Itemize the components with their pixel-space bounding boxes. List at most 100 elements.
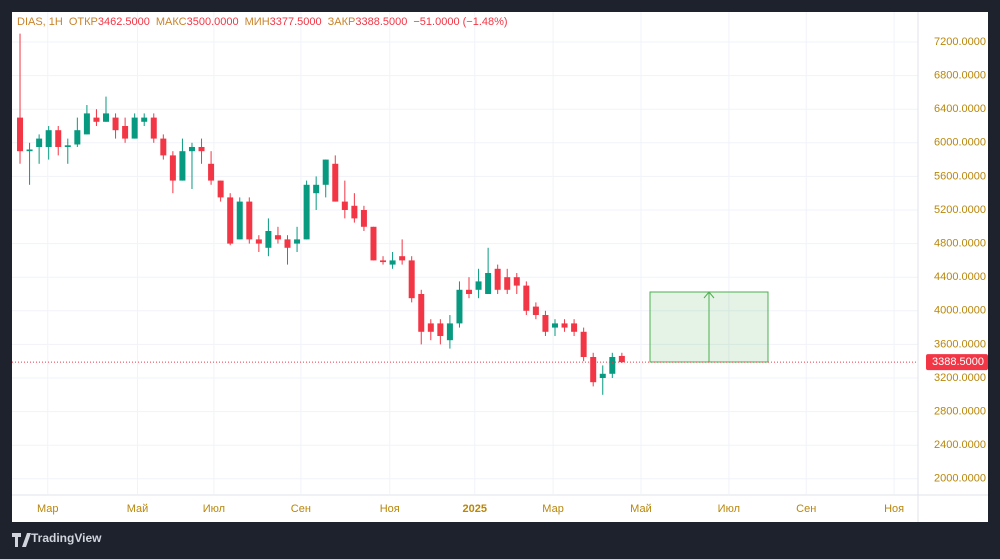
candle-body <box>389 260 396 265</box>
long-position-tool[interactable] <box>649 291 769 363</box>
header-high: 3500.0000 <box>187 16 239 28</box>
header-close-label: ЗАКР <box>328 16 356 28</box>
candle-body <box>284 239 291 248</box>
y-tick-label: 3200.0000 <box>934 372 986 384</box>
y-tick-label: 2400.0000 <box>934 439 986 451</box>
x-tick-label: 2025 <box>463 503 487 515</box>
x-tick-label: Июл <box>203 503 225 515</box>
y-tick-label: 6800.0000 <box>934 69 986 81</box>
y-tick-label: 2000.0000 <box>934 473 986 485</box>
candle-body <box>160 138 167 156</box>
y-tick-label: 4400.0000 <box>934 271 986 283</box>
candle-body <box>370 226 377 261</box>
candle-body <box>179 151 186 181</box>
candle-body <box>542 314 549 332</box>
candle-body <box>141 117 148 122</box>
candle-body <box>122 125 129 139</box>
candle-body <box>227 197 234 244</box>
header-text: DIAS, 1Н ОТКР3462.5000 МАКС3500.0000 МИН337… <box>17 16 508 28</box>
candle-body <box>571 323 578 332</box>
candle-body <box>265 230 272 248</box>
candle-body <box>399 256 406 261</box>
candle-body <box>418 293 425 332</box>
candle-body <box>17 117 24 152</box>
candle-body <box>485 272 492 294</box>
candle-body <box>217 180 224 198</box>
x-tick-label: Мар <box>542 503 564 515</box>
x-tick-label: Май <box>127 503 149 515</box>
candle-body <box>188 146 195 152</box>
candle-body <box>466 289 473 294</box>
candle-body <box>294 239 301 244</box>
chart-background <box>12 12 988 522</box>
candle-body <box>131 117 138 139</box>
candle-body <box>83 113 90 135</box>
candle-body <box>303 184 310 240</box>
candle-body <box>551 323 558 328</box>
candle-body <box>561 323 568 328</box>
candle-body <box>103 113 110 122</box>
candle-body <box>332 163 339 202</box>
candle-body <box>523 285 530 311</box>
candle-body <box>246 201 253 240</box>
header-low-label: МИН <box>245 16 270 28</box>
candle-body <box>380 260 387 263</box>
y-tick-label: 4000.0000 <box>934 305 986 317</box>
brand-name: TradingView <box>31 531 102 545</box>
candle-body <box>150 117 157 139</box>
header-symbol: DIAS, 1Н <box>17 16 63 28</box>
header-open: 3462.5000 <box>98 16 150 28</box>
candle-body <box>55 130 62 147</box>
brand: TradingView <box>12 531 102 547</box>
candle-body <box>313 184 320 194</box>
y-tick-label: 6000.0000 <box>934 137 986 149</box>
last-price-label: 3388.5000 <box>932 356 984 368</box>
candle-body <box>236 201 243 240</box>
candle-body <box>609 356 616 374</box>
arrow-head <box>703 291 715 299</box>
candle-body <box>351 205 358 219</box>
candle-body <box>456 289 463 324</box>
candle-body <box>475 281 482 290</box>
grid <box>12 12 918 494</box>
candle-body <box>93 117 100 122</box>
candle-body <box>36 138 43 147</box>
candle-body <box>580 331 587 357</box>
candle-body <box>427 323 434 332</box>
y-tick-label: 5200.0000 <box>934 204 986 216</box>
candle-body <box>26 149 33 152</box>
candle-body <box>64 145 71 147</box>
x-tick-label: Ноя <box>380 503 400 515</box>
candle-body <box>437 323 444 336</box>
candle-body <box>322 159 329 185</box>
candle-body <box>169 155 176 181</box>
x-tick-label: Ноя <box>884 503 904 515</box>
header-high-label: МАКС <box>156 16 187 28</box>
candle-body <box>45 130 52 147</box>
candle-body <box>513 277 520 286</box>
brand-logo <box>12 533 31 547</box>
y-tick-label: 5600.0000 <box>934 170 986 182</box>
candle-body <box>532 306 539 315</box>
candle-body <box>494 268 501 290</box>
candle-body <box>198 146 205 152</box>
y-tick-label: 7200.0000 <box>934 36 986 48</box>
header: DIAS, 1Н ОТКР3462.5000 МАКС3500.0000 МИН337… <box>17 16 508 28</box>
y-tick-label: 6400.0000 <box>934 103 986 115</box>
candle-body <box>590 356 597 383</box>
header-open-label: ОТКР <box>69 16 98 28</box>
x-tick-label: Июл <box>718 503 740 515</box>
candle-body <box>112 117 119 131</box>
candle-body <box>360 209 367 227</box>
x-tick-label: Сен <box>291 503 311 515</box>
y-tick-label: 4800.0000 <box>934 237 986 249</box>
candle-body <box>446 323 453 341</box>
y-tick-label: 2800.0000 <box>934 406 986 418</box>
candle-body <box>408 260 415 299</box>
x-tick-label: Сен <box>796 503 816 515</box>
last-price-badge <box>926 354 988 371</box>
candle-body <box>208 163 215 181</box>
candle-body <box>341 201 348 210</box>
